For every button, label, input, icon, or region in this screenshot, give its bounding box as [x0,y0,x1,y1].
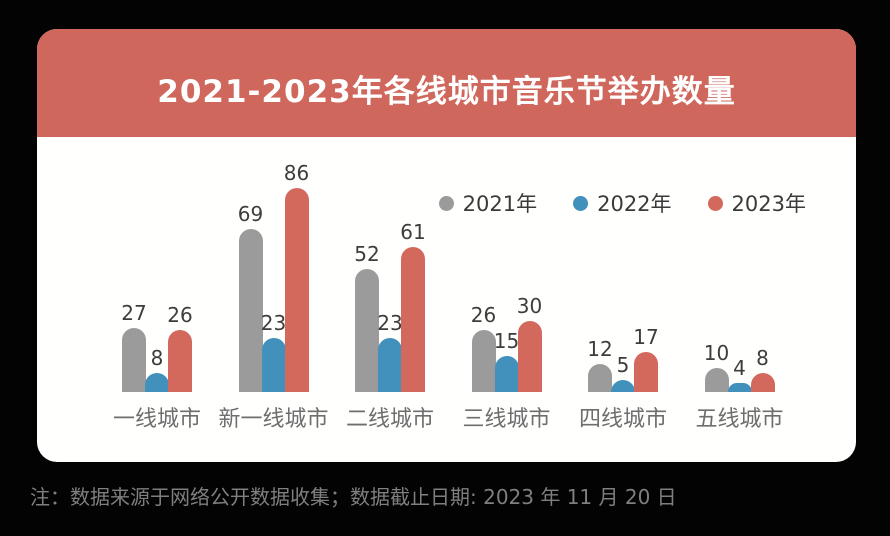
bar-value-label: 5 [616,353,630,378]
legend-item: 2023年 [707,188,806,218]
legend-dot [573,195,589,211]
bar: 86 [284,163,309,392]
bar-value-label: 61 [400,220,426,245]
chart-card: 2021-2023年各线城市音乐节举办数量 2021年 2022年 2023年 27… [37,29,856,462]
legend-item: 2021年 [438,188,538,218]
bar-value-label: 17 [633,324,659,349]
bar: 15 [494,331,519,392]
bar: 10 [704,343,729,392]
bar-value-label: 4 [733,355,746,380]
bar-value-label: 30 [516,293,543,318]
bar: 4 [727,358,752,392]
chart-plot-area: 27 8 26 一线城市 69 23 86 新一线城市 52 23 61 二线城市 26 15 30 三线城市… [37,29,856,432]
category-label: 二线城市 [345,407,435,432]
bar: 26 [167,305,193,392]
bar-value-label: 52 [354,241,380,266]
category-label: 三线城市 [462,407,551,432]
bar-value-label: 10 [703,341,730,366]
bar: 8 [145,348,169,392]
bar: 23 [377,313,403,392]
bar-value-label: 12 [587,336,613,361]
bar-value-label: 8 [150,346,164,370]
bar-value-label: 86 [283,161,310,186]
bar-group: 52 23 61 二线城市 [346,222,434,432]
bar-value-label: 8 [756,346,769,370]
bar-group: 10 4 8 五线城市 [695,343,783,432]
bar-value-label: 26 [470,303,497,328]
category-label: 新一线城市 [218,407,329,432]
bar: 17 [633,327,659,392]
bar-group: 27 8 26 一线城市 [113,303,201,432]
category-label: 四线城市 [578,407,668,432]
legend-dot [707,195,723,211]
bar-value-label: 15 [493,329,520,354]
bar-group: 26 15 30 三线城市 [462,296,550,432]
chart-title-banner: 2021-2023年各线城市音乐节举办数量 [37,29,856,137]
bar: 12 [587,339,613,392]
bar: 27 [121,303,147,392]
legend-dot [438,195,454,211]
bar-value-label: 23 [260,310,287,335]
bar-value-label: 23 [377,310,403,335]
bar-group: 69 23 86 新一线城市 [218,163,328,432]
bar: 69 [238,204,263,392]
bar: 61 [400,222,426,392]
legend-label: 2021年 [462,192,538,216]
bar: 8 [750,348,775,392]
bar: 23 [261,313,286,392]
source-note: 注：数据来源于网络公开数据收集；数据截止日期: 2023 年 11 月 20 日 [30,485,677,509]
bar-value-label: 27 [121,301,147,325]
legend-label: 2022年 [597,192,672,216]
category-label: 五线城市 [695,407,784,432]
legend-item: 2022年 [573,188,672,218]
bar: 52 [354,244,380,392]
chart-legend: 2021年 2022年 2023年 [438,188,806,218]
legend-label: 2023年 [731,192,806,216]
bar: 5 [611,355,635,392]
bar-group: 12 5 17 四线城市 [579,327,667,432]
bar-value-label: 69 [237,201,264,226]
bar: 30 [517,296,542,392]
bar-value-label: 26 [167,303,193,328]
category-label: 一线城市 [112,407,202,432]
bar: 26 [471,305,496,392]
chart-title: 2021-2023年各线城市音乐节举办数量 [157,73,736,110]
